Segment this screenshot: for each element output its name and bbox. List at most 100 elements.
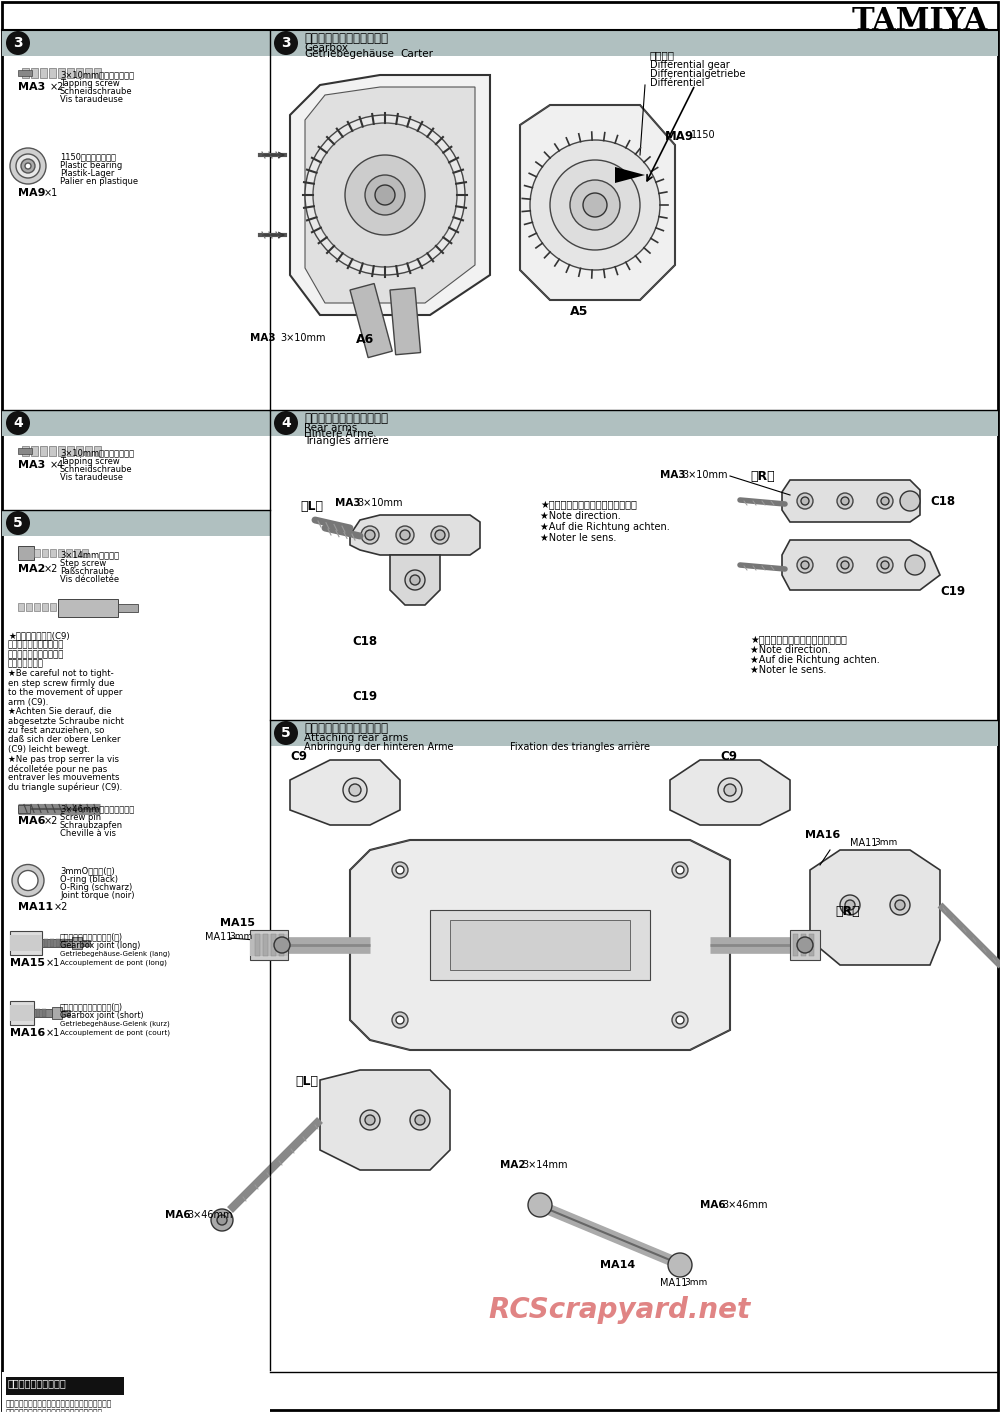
Text: Gearbox joint (long): Gearbox joint (long) <box>60 942 140 950</box>
Bar <box>118 604 138 611</box>
Text: RCScrapyard.net: RCScrapyard.net <box>489 1296 751 1324</box>
Bar <box>94 446 101 456</box>
Circle shape <box>797 556 813 573</box>
Text: 《ギヤケースの組み立て》: 《ギヤケースの組み立て》 <box>304 32 388 45</box>
Bar <box>67 68 74 78</box>
Text: 1150プラベアリング: 1150プラベアリング <box>60 152 116 161</box>
Circle shape <box>313 123 457 267</box>
Circle shape <box>365 175 405 215</box>
Circle shape <box>672 1012 688 1028</box>
Bar <box>2 409 270 436</box>
Text: 3×46mmスクリューピン: 3×46mmスクリューピン <box>60 805 134 813</box>
Text: du triangle supérieur (C9).: du triangle supérieur (C9). <box>8 784 122 792</box>
Circle shape <box>343 778 367 802</box>
Bar <box>50 939 54 946</box>
Circle shape <box>360 1110 380 1130</box>
Bar <box>58 549 64 556</box>
Text: 1150: 1150 <box>691 130 716 140</box>
Bar <box>67 446 74 456</box>
Text: ×1: ×1 <box>46 959 60 969</box>
Circle shape <box>530 140 660 270</box>
Text: Getriebegehäuse-Gelenk (lang): Getriebegehäuse-Gelenk (lang) <box>60 950 170 957</box>
Text: ギヤボックスジョイント(短): ギヤボックスジョイント(短) <box>60 1003 123 1011</box>
Bar <box>52 1007 62 1018</box>
Polygon shape <box>390 555 440 604</box>
Text: MA15: MA15 <box>10 959 45 969</box>
Text: Fixation des triangles arrière: Fixation des triangles arrière <box>510 741 650 753</box>
Bar <box>22 68 29 78</box>
Circle shape <box>274 411 298 435</box>
Circle shape <box>672 861 688 878</box>
Text: MA11: MA11 <box>850 837 877 849</box>
Bar <box>31 68 38 78</box>
Text: Schraubzapfen: Schraubzapfen <box>60 822 123 830</box>
Text: Rear arms: Rear arms <box>304 424 357 433</box>
Text: ★Noter le sens.: ★Noter le sens. <box>540 532 616 544</box>
Polygon shape <box>290 760 400 825</box>
Text: TAMIYA: TAMIYA <box>852 7 988 38</box>
Text: ×2: ×2 <box>44 563 58 575</box>
Text: ×2: ×2 <box>54 902 68 912</box>
Text: 4: 4 <box>13 417 23 431</box>
Text: MA2: MA2 <box>18 563 45 575</box>
Circle shape <box>400 530 410 539</box>
Text: ★Note direction.: ★Note direction. <box>540 511 621 521</box>
Text: Attaching rear arms: Attaching rear arms <box>304 733 408 743</box>
Circle shape <box>405 570 425 590</box>
Bar <box>2 510 270 537</box>
Bar <box>18 448 32 455</box>
Text: ×1: ×1 <box>44 188 58 198</box>
Text: Tapping screw: Tapping screw <box>60 457 120 466</box>
Circle shape <box>528 1193 552 1217</box>
Circle shape <box>18 871 38 891</box>
Circle shape <box>845 899 855 909</box>
Circle shape <box>724 784 736 796</box>
Text: Accouplement de pont (court): Accouplement de pont (court) <box>60 1029 170 1036</box>
Text: 4: 4 <box>281 417 291 431</box>
Text: décolletée pour ne pas: décolletée pour ne pas <box>8 764 107 774</box>
Bar <box>76 446 83 456</box>
Text: ★Achten Sie derauf, die: ★Achten Sie derauf, die <box>8 707 112 716</box>
Text: to the movement of upper: to the movement of upper <box>8 688 122 698</box>
Circle shape <box>881 561 889 569</box>
Text: MA3: MA3 <box>660 470 686 480</box>
Polygon shape <box>350 515 480 555</box>
Circle shape <box>274 938 290 953</box>
Text: 3mm: 3mm <box>229 932 252 940</box>
Polygon shape <box>782 480 920 522</box>
Text: Schneidschraube: Schneidschraube <box>60 88 133 96</box>
Bar <box>10 1001 34 1025</box>
Bar <box>82 549 88 556</box>
Bar <box>58 446 65 456</box>
Bar <box>430 909 650 980</box>
Bar <box>450 921 630 970</box>
Text: MA6: MA6 <box>18 816 46 826</box>
Text: Plastik-Lager: Plastik-Lager <box>60 169 114 178</box>
Text: MA6: MA6 <box>165 1210 191 1220</box>
Circle shape <box>837 556 853 573</box>
Text: MA11: MA11 <box>205 932 232 942</box>
Bar <box>62 1010 70 1015</box>
Text: ★Note direction.: ★Note direction. <box>750 645 831 655</box>
Bar <box>76 68 83 78</box>
Text: Screw pin: Screw pin <box>60 813 101 823</box>
Bar <box>263 933 268 956</box>
Text: MA3: MA3 <box>18 82 45 92</box>
Circle shape <box>801 561 809 569</box>
Text: タミヤの全商品を掲載した総合カタログは年に一回: タミヤの全商品を掲載した総合カタログは年に一回 <box>6 1399 112 1408</box>
Text: 3mm: 3mm <box>874 837 897 847</box>
Circle shape <box>570 179 620 230</box>
Circle shape <box>415 1115 425 1125</box>
Text: Hintere Arme: Hintere Arme <box>304 429 374 439</box>
Text: MA16: MA16 <box>805 830 840 840</box>
Polygon shape <box>615 167 645 184</box>
Bar <box>85 68 92 78</box>
Circle shape <box>217 1214 227 1226</box>
Circle shape <box>801 497 809 505</box>
Text: 3: 3 <box>13 35 23 49</box>
Polygon shape <box>782 539 940 590</box>
Text: 《L》: 《L》 <box>300 500 323 513</box>
Text: 3×10mm: 3×10mm <box>280 333 326 343</box>
Circle shape <box>396 527 414 544</box>
Bar <box>74 549 80 556</box>
